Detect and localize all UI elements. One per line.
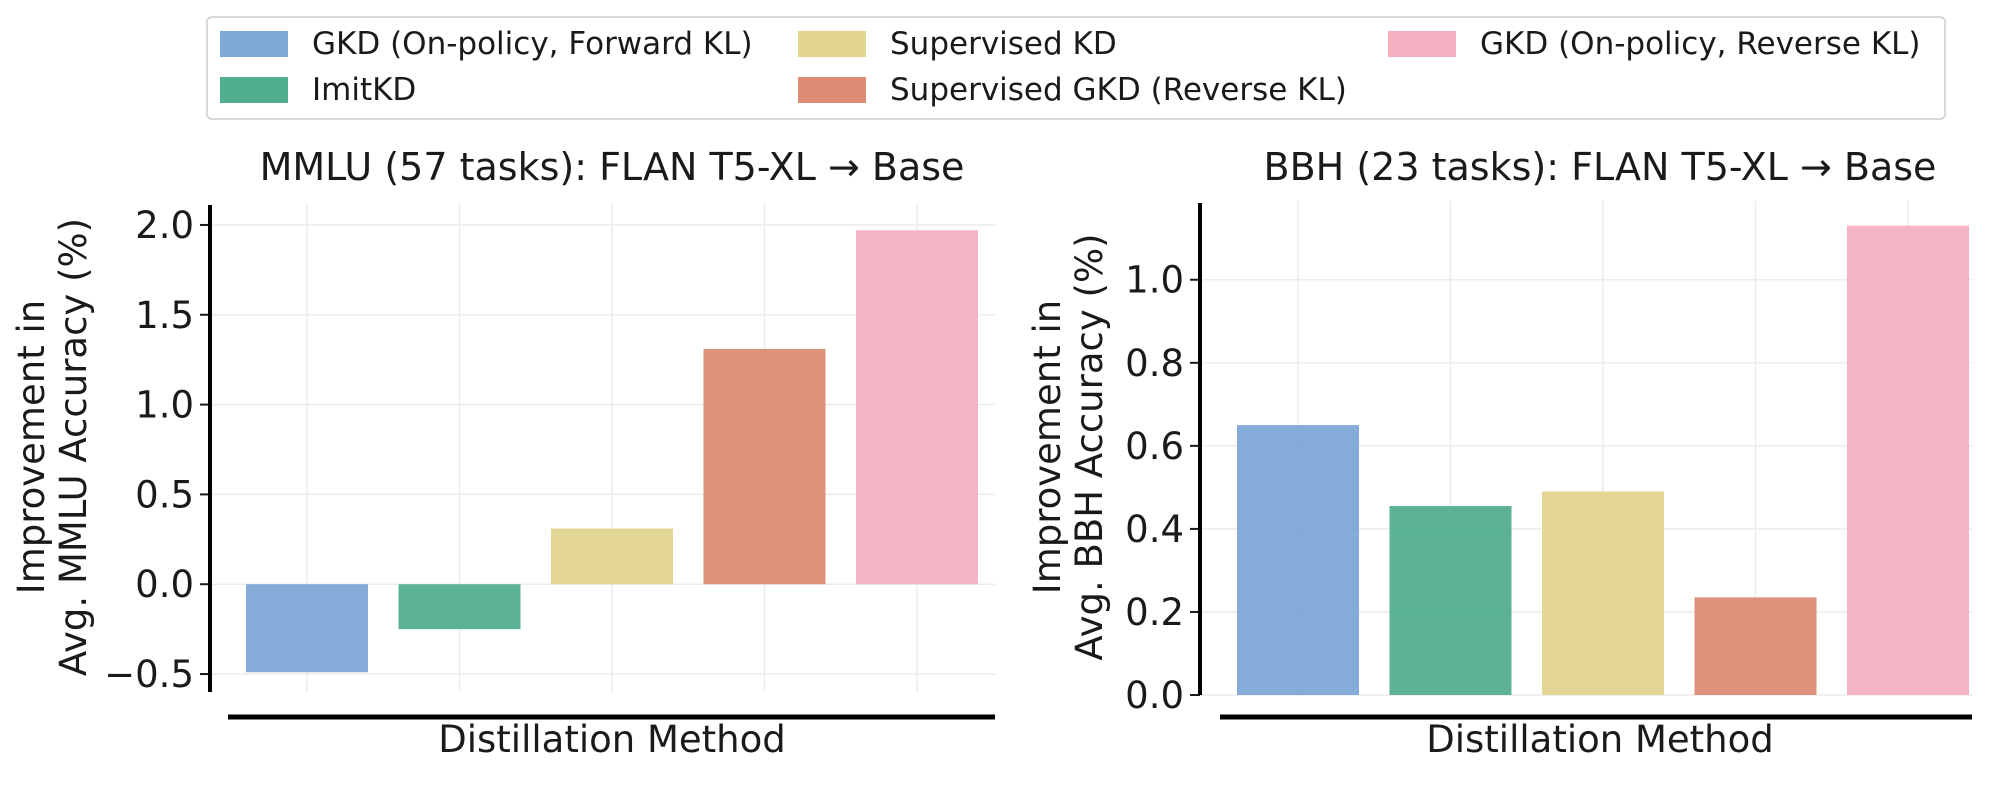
chart-title: MMLU (57 tasks): FLAN T5-XL → Base	[260, 145, 965, 189]
legend-item-imitkd: ImitKD	[220, 70, 416, 110]
legend-item-supervised-kd: Supervised KD	[798, 24, 1117, 64]
y-axis-label: Improvement in	[10, 300, 53, 594]
y-tick-label: −0.5	[104, 653, 194, 696]
y-tick-label: 0.4	[1125, 508, 1184, 551]
y-tick-label: 0.2	[1125, 591, 1184, 634]
y-tick-label: 0.8	[1125, 342, 1184, 385]
y-tick-label: 0.0	[135, 563, 194, 606]
y-tick-label: 0.5	[135, 473, 194, 516]
y-axis-label: Improvement in	[1026, 300, 1069, 594]
bar	[856, 230, 978, 585]
y-tick-label: 0.6	[1125, 425, 1184, 468]
legend-item-gkd-forward: GKD (On-policy, Forward KL)	[220, 24, 753, 64]
x-axis-label: Distillation Method	[438, 718, 785, 761]
x-axis-label: Distillation Method	[1426, 718, 1773, 761]
chart-title: BBH (23 tasks): FLAN T5-XL → Base	[1264, 145, 1937, 189]
chart-legend: GKD (On-policy, Forward KL) ImitKD Super…	[206, 16, 1946, 120]
legend-swatch	[1388, 31, 1456, 57]
chart-panel-mmlu: −0.5 0.0 0.5 1.0 1.5 2.0 MMLU (57 tasks): FLAN…	[10, 145, 995, 761]
y-tick-label: 1.0	[1125, 259, 1184, 302]
bar	[1542, 491, 1664, 695]
chart-panel-bbh: 0.0 0.2 0.4 0.6 0.8 1.0 BBH (23 tasks): FLAN T…	[1026, 145, 1972, 761]
y-tick-label: 1.5	[135, 294, 194, 337]
bar	[246, 584, 368, 673]
legend-label: ImitKD	[312, 72, 417, 108]
y-tick-label: 0.0	[1125, 674, 1184, 717]
bar	[1237, 425, 1359, 695]
y-tick-label: 1.0	[135, 384, 194, 427]
legend-label: GKD (On-policy, Reverse KL)	[1480, 26, 1921, 62]
legend-item-gkd-reverse: GKD (On-policy, Reverse KL)	[1388, 24, 1921, 64]
bar	[551, 528, 673, 585]
bar	[398, 584, 521, 630]
y-axis-label: Avg. BBH Accuracy (%)	[1068, 233, 1111, 660]
bar	[1847, 225, 1969, 696]
bar	[1389, 506, 1512, 695]
legend-swatch	[220, 77, 288, 103]
legend-swatch	[798, 77, 866, 103]
legend-swatch	[798, 31, 866, 57]
legend-label: Supervised KD	[890, 26, 1117, 62]
legend-item-supervised-gkd: Supervised GKD (Reverse KL)	[798, 70, 1347, 110]
legend-label: Supervised GKD (Reverse KL)	[890, 72, 1347, 108]
legend-swatch	[220, 31, 288, 57]
y-tick-label: 2.0	[135, 204, 194, 247]
legend-label: GKD (On-policy, Forward KL)	[312, 26, 753, 62]
y-axis-label: Avg. MMLU Accuracy (%)	[52, 218, 95, 676]
bar	[703, 348, 826, 585]
bar	[1694, 597, 1817, 695]
